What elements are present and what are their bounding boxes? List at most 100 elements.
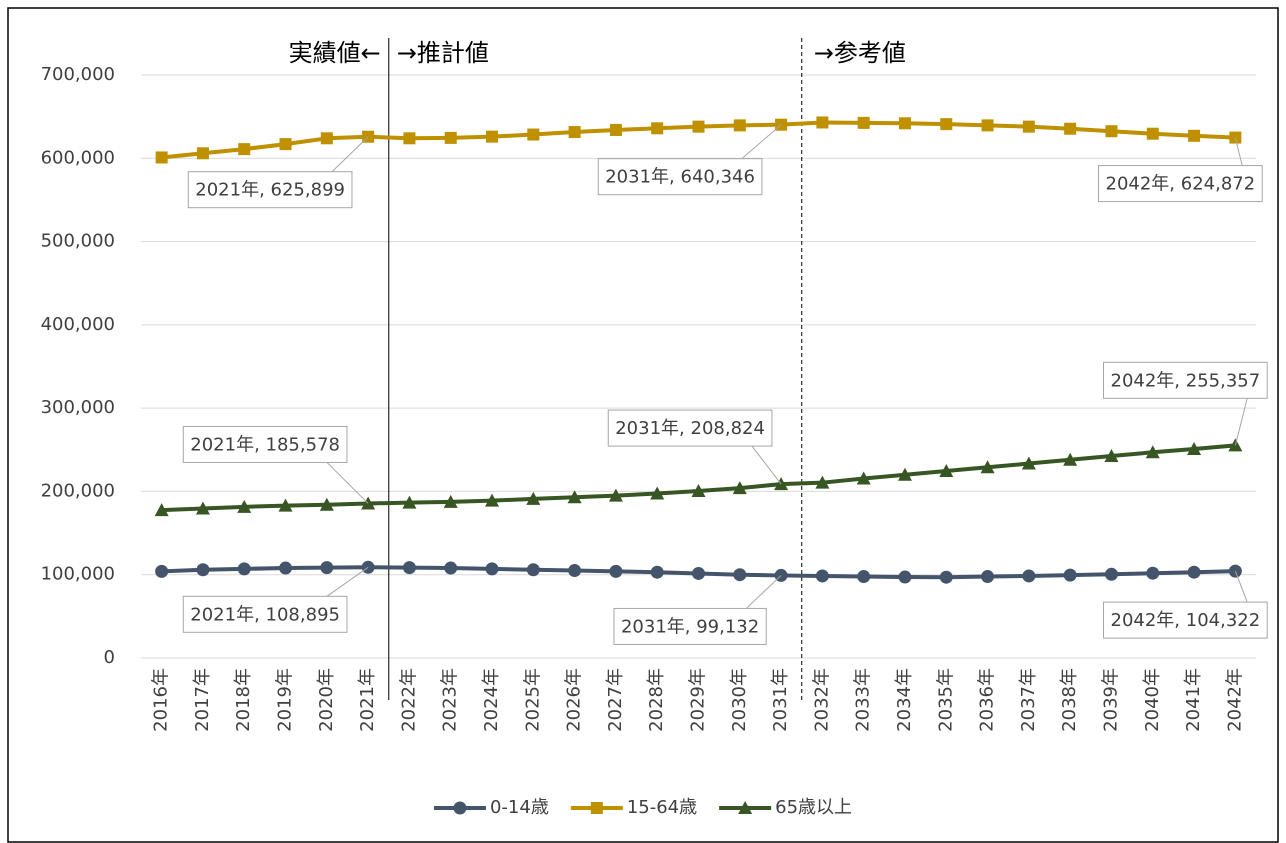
x-tick-label: 2033年 xyxy=(853,668,874,732)
x-tick-label: 2042年 xyxy=(1224,668,1245,732)
label-box xyxy=(182,595,348,633)
point xyxy=(1187,441,1202,455)
point xyxy=(402,561,416,575)
point xyxy=(1187,565,1201,579)
point xyxy=(1063,452,1078,466)
x-tick-label: 2041年 xyxy=(1183,668,1204,732)
point xyxy=(238,143,251,156)
point xyxy=(527,128,540,141)
data-label-text: 2021年, 625,899 xyxy=(195,180,345,201)
point xyxy=(444,561,458,575)
data-label: 2031年, 99,132 xyxy=(613,575,782,645)
leader-line xyxy=(745,575,782,609)
label-box xyxy=(597,158,763,196)
x-tick-label: 2024年 xyxy=(481,668,502,732)
x-tick-label: 2029年 xyxy=(688,668,709,732)
point xyxy=(443,494,458,508)
y-tick-label: 500,000 xyxy=(41,231,115,252)
x-tick-label: 2032年 xyxy=(811,668,832,732)
x-tick-label: 2020年 xyxy=(316,668,337,732)
annotation: →推計値 xyxy=(397,39,489,67)
x-tick-label: 2022年 xyxy=(398,668,419,732)
data-label: 2042年, 104,322 xyxy=(1103,570,1268,639)
leader-line xyxy=(331,136,369,173)
leader-line xyxy=(1234,570,1248,603)
point xyxy=(980,460,995,474)
point xyxy=(815,569,829,583)
point xyxy=(609,564,623,578)
point xyxy=(195,501,210,515)
annotation: →参考値 xyxy=(814,39,906,67)
point xyxy=(1022,569,1036,583)
leader-line xyxy=(326,566,369,597)
point xyxy=(320,561,334,575)
point xyxy=(733,568,747,582)
point xyxy=(650,486,665,500)
point xyxy=(857,570,871,584)
legend-label: 15-64歳 xyxy=(627,797,697,818)
label-box xyxy=(1103,601,1268,639)
data-label: 2021年, 625,899 xyxy=(187,136,369,209)
x-tick-label: 2025年 xyxy=(522,668,543,732)
label-box xyxy=(187,171,353,209)
point xyxy=(816,116,829,129)
data-label: 2021年, 108,895 xyxy=(182,566,369,633)
point xyxy=(278,498,293,512)
leader-line xyxy=(1234,398,1248,446)
point xyxy=(732,481,747,495)
x-tick-label: 2021年 xyxy=(357,668,378,732)
point xyxy=(279,561,293,575)
point xyxy=(1022,120,1035,133)
data-label-text: 2042年, 255,357 xyxy=(1111,370,1261,391)
point xyxy=(1188,129,1201,142)
x-tick-label: 2017年 xyxy=(192,668,213,732)
data-label: 2021年, 185,578 xyxy=(182,425,369,504)
point xyxy=(526,491,541,505)
point xyxy=(1104,449,1119,463)
label-box xyxy=(182,425,348,463)
data-label-text: 2042年, 104,322 xyxy=(1111,610,1261,631)
leader-line xyxy=(741,124,782,160)
point xyxy=(940,118,953,131)
data-label: 2031年, 208,824 xyxy=(607,409,782,485)
x-tick-label: 2027年 xyxy=(605,668,626,732)
data-label-text: 2031年, 640,346 xyxy=(605,167,755,188)
data-label-text: 2031年, 99,132 xyxy=(621,616,759,637)
point xyxy=(856,471,871,485)
point xyxy=(1104,567,1118,581)
point xyxy=(568,564,582,578)
point xyxy=(237,562,251,576)
point xyxy=(453,801,467,815)
point xyxy=(486,130,499,143)
y-tick-label: 600,000 xyxy=(41,147,115,168)
point xyxy=(939,570,953,584)
data-label-text: 2031年, 208,824 xyxy=(615,418,765,439)
x-tick-label: 2034年 xyxy=(894,668,915,732)
point xyxy=(857,116,870,129)
point xyxy=(651,122,664,135)
point xyxy=(402,495,417,509)
point xyxy=(485,493,500,507)
x-tick-label: 2016年 xyxy=(151,668,172,732)
data-label: 2031年, 640,346 xyxy=(597,124,782,196)
point xyxy=(154,503,169,517)
point xyxy=(237,499,252,513)
point xyxy=(1063,568,1077,582)
point xyxy=(898,570,912,584)
point xyxy=(981,570,995,584)
data-label: 2042年, 255,357 xyxy=(1103,361,1268,446)
point xyxy=(485,562,499,576)
legend-label: 0-14歳 xyxy=(490,797,549,818)
leader-line xyxy=(326,462,369,504)
x-tick-label: 2023年 xyxy=(440,668,461,732)
data-label: 2042年, 624,872 xyxy=(1098,137,1263,203)
point xyxy=(1146,566,1160,580)
label-box xyxy=(613,607,767,645)
data-label-text: 2021年, 185,578 xyxy=(190,434,340,455)
data-label-text: 2042年, 624,872 xyxy=(1106,174,1256,195)
point xyxy=(608,488,623,502)
x-tick-label: 2037年 xyxy=(1018,668,1039,732)
legend-label: 65歳以上 xyxy=(775,797,852,818)
point xyxy=(1021,456,1036,470)
x-tick-label: 2019年 xyxy=(275,668,296,732)
